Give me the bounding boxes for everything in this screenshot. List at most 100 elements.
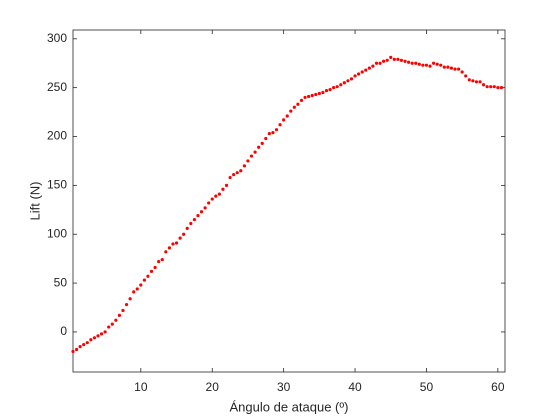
y-tick-label: 0	[60, 324, 67, 338]
y-tick-label: 50	[54, 275, 68, 289]
point	[349, 77, 354, 81]
point	[196, 214, 200, 218]
point	[103, 330, 107, 334]
point	[456, 67, 461, 71]
point	[307, 94, 311, 99]
point	[339, 83, 343, 87]
point	[167, 246, 171, 250]
point	[157, 259, 161, 264]
point	[117, 313, 122, 317]
point	[232, 173, 236, 177]
x-axis-label: Ángulo de ataque (º)	[230, 399, 349, 414]
point	[399, 58, 404, 62]
point	[414, 61, 418, 65]
point	[182, 232, 186, 236]
y-tick-label: 250	[47, 80, 67, 94]
x-tick-label: 30	[277, 380, 291, 394]
point	[174, 241, 179, 245]
point	[303, 95, 307, 100]
point	[499, 86, 504, 90]
point	[324, 88, 329, 93]
point	[228, 175, 232, 180]
point	[485, 85, 489, 89]
point	[71, 349, 75, 354]
y-tick-label: 200	[47, 129, 67, 143]
point	[260, 141, 264, 145]
point	[357, 72, 361, 76]
point	[278, 123, 282, 127]
point	[374, 61, 379, 65]
point	[489, 85, 493, 89]
point	[274, 128, 279, 132]
point	[299, 98, 304, 102]
point	[271, 131, 275, 135]
point	[189, 221, 193, 226]
point	[417, 62, 421, 66]
point	[224, 183, 229, 187]
point	[382, 59, 386, 63]
y-axis-label: Lift (N)	[27, 182, 42, 221]
point	[492, 85, 496, 89]
point	[203, 206, 207, 210]
point	[332, 86, 336, 90]
point	[467, 78, 471, 82]
point	[385, 58, 389, 62]
x-tick-label: 10	[134, 380, 148, 394]
point	[74, 347, 79, 352]
point	[107, 325, 111, 329]
point	[310, 93, 314, 98]
point	[221, 187, 225, 191]
point	[235, 171, 239, 175]
point	[460, 70, 464, 74]
point	[378, 61, 382, 65]
point	[474, 80, 479, 84]
point	[146, 274, 150, 278]
point	[353, 74, 357, 78]
point	[346, 79, 350, 83]
point	[442, 65, 446, 69]
point	[99, 332, 104, 336]
y-tick-label: 100	[47, 226, 67, 240]
y-tick-label: 150	[47, 178, 67, 192]
point	[392, 57, 396, 61]
point	[481, 83, 486, 87]
y-tick-label: 300	[47, 31, 67, 45]
point	[192, 217, 196, 222]
point	[478, 80, 482, 84]
point	[342, 81, 346, 85]
point	[239, 169, 243, 173]
point	[164, 250, 168, 254]
point	[446, 65, 450, 69]
point	[214, 194, 218, 198]
point	[360, 70, 364, 74]
point	[267, 131, 271, 136]
x-tick-label: 50	[420, 380, 434, 394]
point	[178, 236, 182, 240]
point	[149, 269, 154, 273]
point	[96, 334, 100, 338]
point	[135, 287, 139, 291]
point	[121, 308, 125, 313]
point	[449, 66, 454, 70]
point	[110, 322, 114, 326]
point	[435, 62, 439, 66]
point	[421, 63, 425, 67]
point	[371, 64, 375, 68]
point	[407, 60, 411, 64]
point	[453, 67, 457, 71]
point	[317, 91, 321, 96]
point	[153, 265, 157, 270]
point	[85, 341, 89, 345]
point	[264, 136, 268, 141]
point	[128, 297, 132, 301]
x-tick-label: 60	[491, 380, 505, 394]
point	[199, 210, 204, 214]
point	[314, 92, 318, 97]
point	[82, 343, 86, 347]
point	[253, 150, 257, 154]
point	[124, 302, 129, 307]
point	[139, 283, 143, 287]
point	[285, 114, 289, 118]
point	[249, 154, 254, 158]
